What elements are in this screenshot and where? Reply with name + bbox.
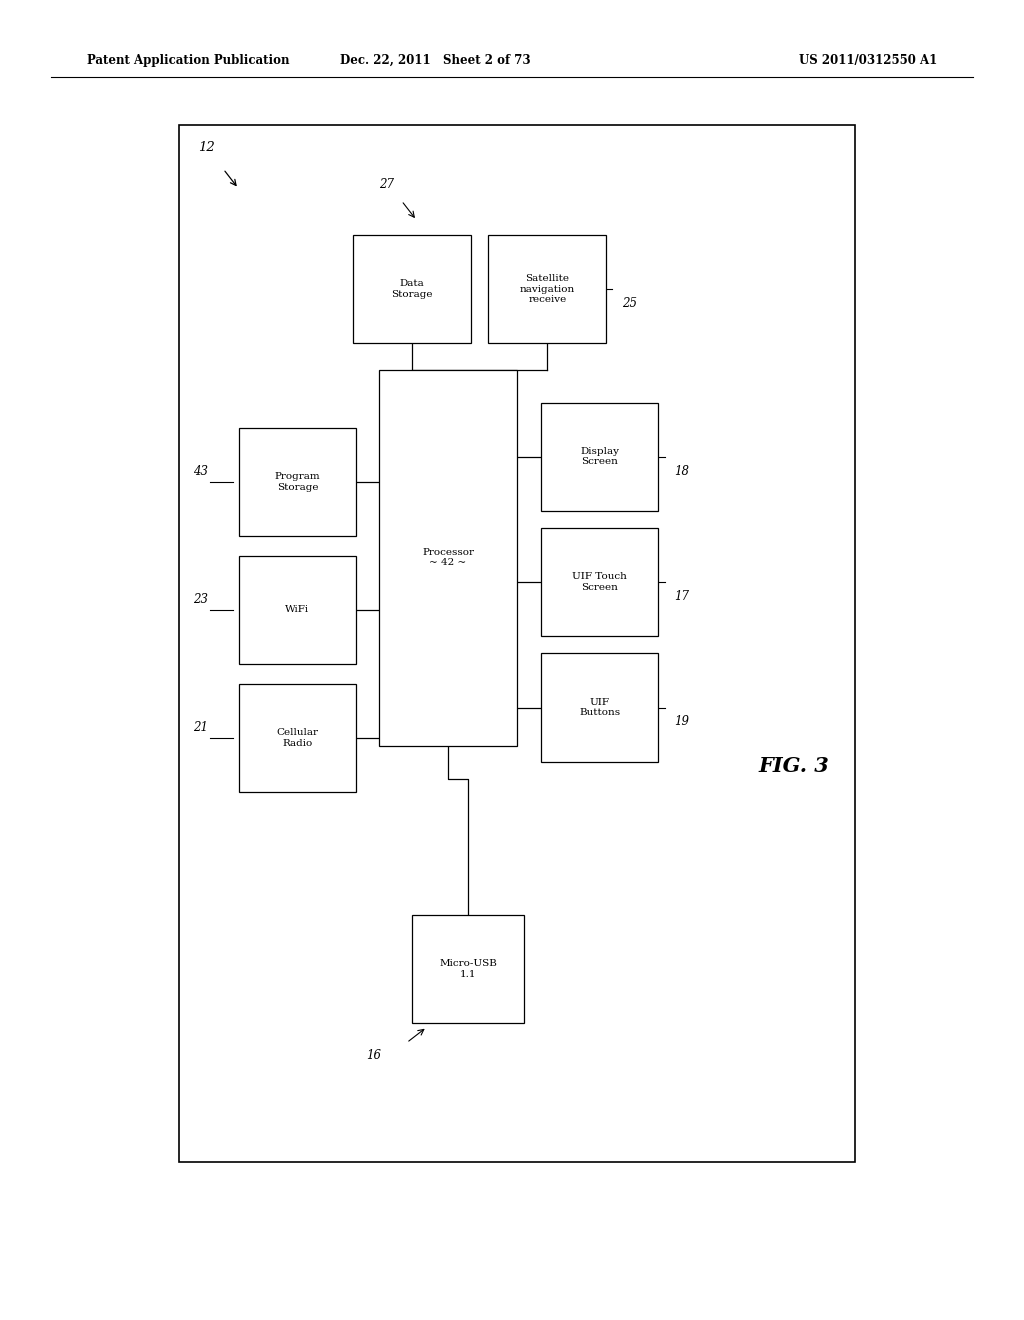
Bar: [488, 235, 606, 343]
Text: Display
Screen: Display Screen: [580, 447, 620, 466]
Bar: [541, 403, 658, 511]
Text: 16: 16: [366, 1049, 381, 1063]
Text: 23: 23: [193, 593, 208, 606]
Text: 21: 21: [193, 721, 208, 734]
Text: UIF Touch
Screen: UIF Touch Screen: [572, 573, 627, 591]
Bar: [239, 556, 356, 664]
Bar: [353, 235, 471, 343]
Bar: [541, 528, 658, 636]
Bar: [239, 428, 356, 536]
Text: 25: 25: [622, 297, 637, 310]
Text: Patent Application Publication: Patent Application Publication: [87, 54, 290, 67]
Bar: [412, 915, 524, 1023]
Text: 19: 19: [674, 715, 689, 729]
Text: 43: 43: [193, 465, 208, 478]
Text: 27: 27: [379, 178, 394, 191]
Text: Satellite
navigation
receive: Satellite navigation receive: [520, 275, 574, 304]
Text: Cellular
Radio: Cellular Radio: [276, 729, 318, 747]
Bar: [179, 125, 855, 1162]
Text: Dec. 22, 2011   Sheet 2 of 73: Dec. 22, 2011 Sheet 2 of 73: [340, 54, 530, 67]
Text: FIG. 3: FIG. 3: [758, 755, 829, 776]
Text: Program
Storage: Program Storage: [274, 473, 321, 491]
Text: 17: 17: [674, 590, 689, 603]
Text: UIF
Buttons: UIF Buttons: [579, 698, 621, 717]
Text: Processor
~ 42 ~: Processor ~ 42 ~: [422, 548, 474, 568]
Text: WiFi: WiFi: [286, 606, 309, 614]
Text: 18: 18: [674, 465, 689, 478]
Text: Data
Storage: Data Storage: [391, 280, 433, 298]
Bar: [541, 653, 658, 762]
Text: US 2011/0312550 A1: US 2011/0312550 A1: [799, 54, 937, 67]
Text: 12: 12: [199, 141, 215, 154]
Text: Micro-USB
1.1: Micro-USB 1.1: [439, 960, 497, 978]
Bar: [379, 370, 517, 746]
Bar: [239, 684, 356, 792]
